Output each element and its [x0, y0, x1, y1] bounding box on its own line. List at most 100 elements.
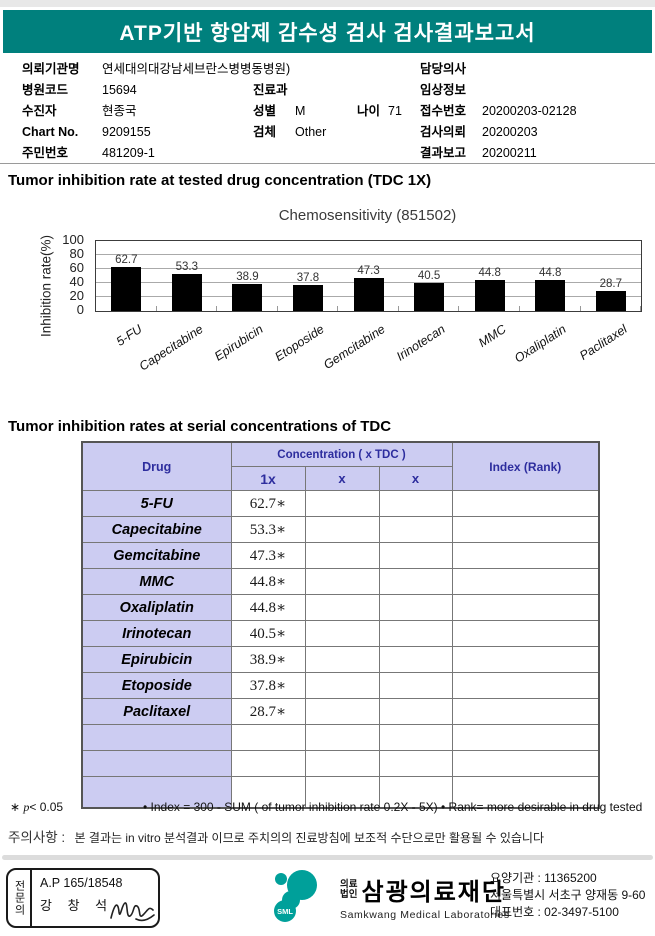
empty-cell — [451, 516, 600, 543]
table-row: Oxaliplatin 44.8∗ — [81, 594, 600, 621]
bar-slot: 44.8 — [520, 241, 581, 311]
table-row: Etoposide 37.8∗ — [81, 672, 600, 699]
empty-cell — [304, 672, 380, 699]
org-phone: 대표번호 : 02-3497-5100 — [490, 905, 619, 919]
value-cell: 38.9∗ — [230, 646, 306, 673]
value-cell: 37.8∗ — [230, 672, 306, 699]
empty-cell — [304, 698, 380, 725]
info-row: 임상정보 — [420, 80, 577, 101]
info-row: 결과보고 20200211 — [420, 143, 577, 164]
table-row: Capecitabine 53.3∗ — [81, 516, 600, 543]
empty-cell — [304, 750, 380, 777]
info-row: 의뢰기관명 연세대의대강남세브란스병병동병원) — [22, 59, 290, 80]
empty-cell — [451, 698, 600, 725]
chart-title: Chemosensitivity (851502) — [278, 207, 457, 224]
corporation-block: 의료 법인 삼광의료재단 Samkwang Medical Laboratori… — [340, 872, 510, 921]
bar-value-label: 47.3 — [357, 264, 380, 277]
drug-name-cell: Capecitabine — [81, 516, 232, 543]
patient-info-right: 담당의사 임상정보 접수번호 20200203-02128 검사의뢰 20200203 결과… — [420, 59, 577, 164]
info-label: 검사의뢰 — [420, 125, 467, 139]
bar-slot: 28.7 — [581, 241, 642, 311]
empty-cell — [378, 490, 453, 517]
bar-value-label: 62.7 — [115, 254, 138, 267]
drug-name-cell — [81, 776, 232, 809]
value-cell: 47.3∗ — [230, 542, 306, 569]
chart-xlabel: MMC — [475, 322, 509, 351]
results-table: Drug Concentration ( x TDC ) Index (Rank… — [81, 441, 600, 809]
empty-cell — [304, 724, 380, 751]
table-row: Epirubicin 38.9∗ — [81, 646, 600, 673]
chart-ytick: 40 — [69, 274, 84, 289]
info-row: Chart No. 9209155 — [22, 122, 290, 143]
empty-cell — [451, 594, 600, 621]
footer-separator — [2, 855, 653, 860]
empty-cell — [378, 594, 453, 621]
bar-slot: 47.3 — [338, 241, 399, 311]
info-row: 담당의사 — [420, 59, 577, 80]
info-label: 병원코드 — [22, 83, 69, 97]
empty-cell — [230, 750, 306, 777]
empty-cell — [304, 568, 380, 595]
table-row: Gemcitabine 47.3∗ — [81, 542, 600, 569]
info-row: 성별 M 나이 71 — [253, 101, 402, 122]
info-value: 481209-1 — [102, 146, 155, 160]
info-row: 병원코드 15694 — [22, 80, 290, 101]
gridline — [96, 268, 641, 269]
info-label: 결과보고 — [420, 146, 467, 160]
chart-xlabel: 5-FU — [113, 322, 145, 349]
report-title: ATP기반 항암제 감수성 검사 검사결과보고서 — [119, 21, 536, 45]
signature-icon — [110, 902, 155, 922]
empty-cell — [451, 776, 600, 809]
chart-ytick: 0 — [76, 302, 84, 317]
stamp-side-label: 전문의 — [8, 870, 32, 926]
drug-name-cell — [81, 724, 232, 751]
bar-value-label: 44.8 — [539, 266, 562, 279]
info-row: 수진자 현종국 — [22, 101, 290, 122]
empty-cell — [378, 776, 453, 809]
info-value: 9209155 — [102, 125, 151, 139]
separator-line — [0, 163, 655, 164]
caution-text: 본 결과는 in vitro 분석결과 이므로 주치의의 진료방침에 보조적 수… — [74, 831, 544, 845]
info-value: M — [295, 104, 306, 118]
empty-cell — [378, 568, 453, 595]
chart: Chemosensitivity (851502) Inhibition rat… — [0, 198, 655, 416]
bar-value-label: 28.7 — [599, 277, 622, 290]
info-label: Chart No. — [22, 125, 79, 139]
bar-slot: 37.8 — [278, 241, 339, 311]
empty-cell — [378, 698, 453, 725]
empty-cell — [378, 672, 453, 699]
empty-cell — [451, 542, 600, 569]
value-cell: 44.8∗ — [230, 594, 306, 621]
bar — [232, 283, 263, 311]
table-row: MMC 44.8∗ — [81, 568, 600, 595]
bar-slot: 38.9 — [217, 241, 278, 311]
info-label: 담당의사 — [420, 62, 467, 76]
corp-type: 의료 법인 — [340, 878, 358, 900]
table-row-empty — [81, 750, 600, 777]
empty-cell — [304, 620, 380, 647]
value-cell: 40.5∗ — [230, 620, 306, 647]
chart-xlabel: Irinotecan — [394, 322, 448, 364]
chart-bars: 62.7 53.3 38.9 37.8 47.3 40.5 44.8 44.8 28.7 — [96, 241, 641, 311]
bar-slot: 53.3 — [157, 241, 218, 311]
empty-cell — [378, 724, 453, 751]
info-row: 진료과 — [253, 80, 402, 101]
bar — [535, 279, 566, 311]
bar-value-label: 37.8 — [296, 271, 320, 284]
org-code: 요양기관 : 11365200 — [490, 871, 597, 885]
chart-xlabel: Epirubicin — [212, 322, 267, 364]
stamp-main: A.P 165/18548 강 창 석 — [32, 870, 158, 926]
empty-cell — [378, 620, 453, 647]
drug-name-cell — [81, 750, 232, 777]
info-value: 20200203 — [482, 125, 538, 139]
caution-label: 주의사항 : — [8, 830, 66, 845]
index-column-header: Index (Rank) — [451, 441, 600, 491]
corp-name-en: Samkwang Medical Laboratories — [340, 909, 510, 921]
chart-xlabel: Gemcitabine — [320, 322, 388, 372]
info-label: 성별 — [253, 104, 277, 118]
concentration-header: Concentration ( x TDC ) — [230, 441, 453, 467]
empty-cell — [451, 724, 600, 751]
chart-ytick: 100 — [62, 232, 84, 247]
specialist-stamp-box: 전문의 A.P 165/18548 강 창 석 — [6, 868, 160, 928]
info-value: Other — [295, 125, 327, 139]
